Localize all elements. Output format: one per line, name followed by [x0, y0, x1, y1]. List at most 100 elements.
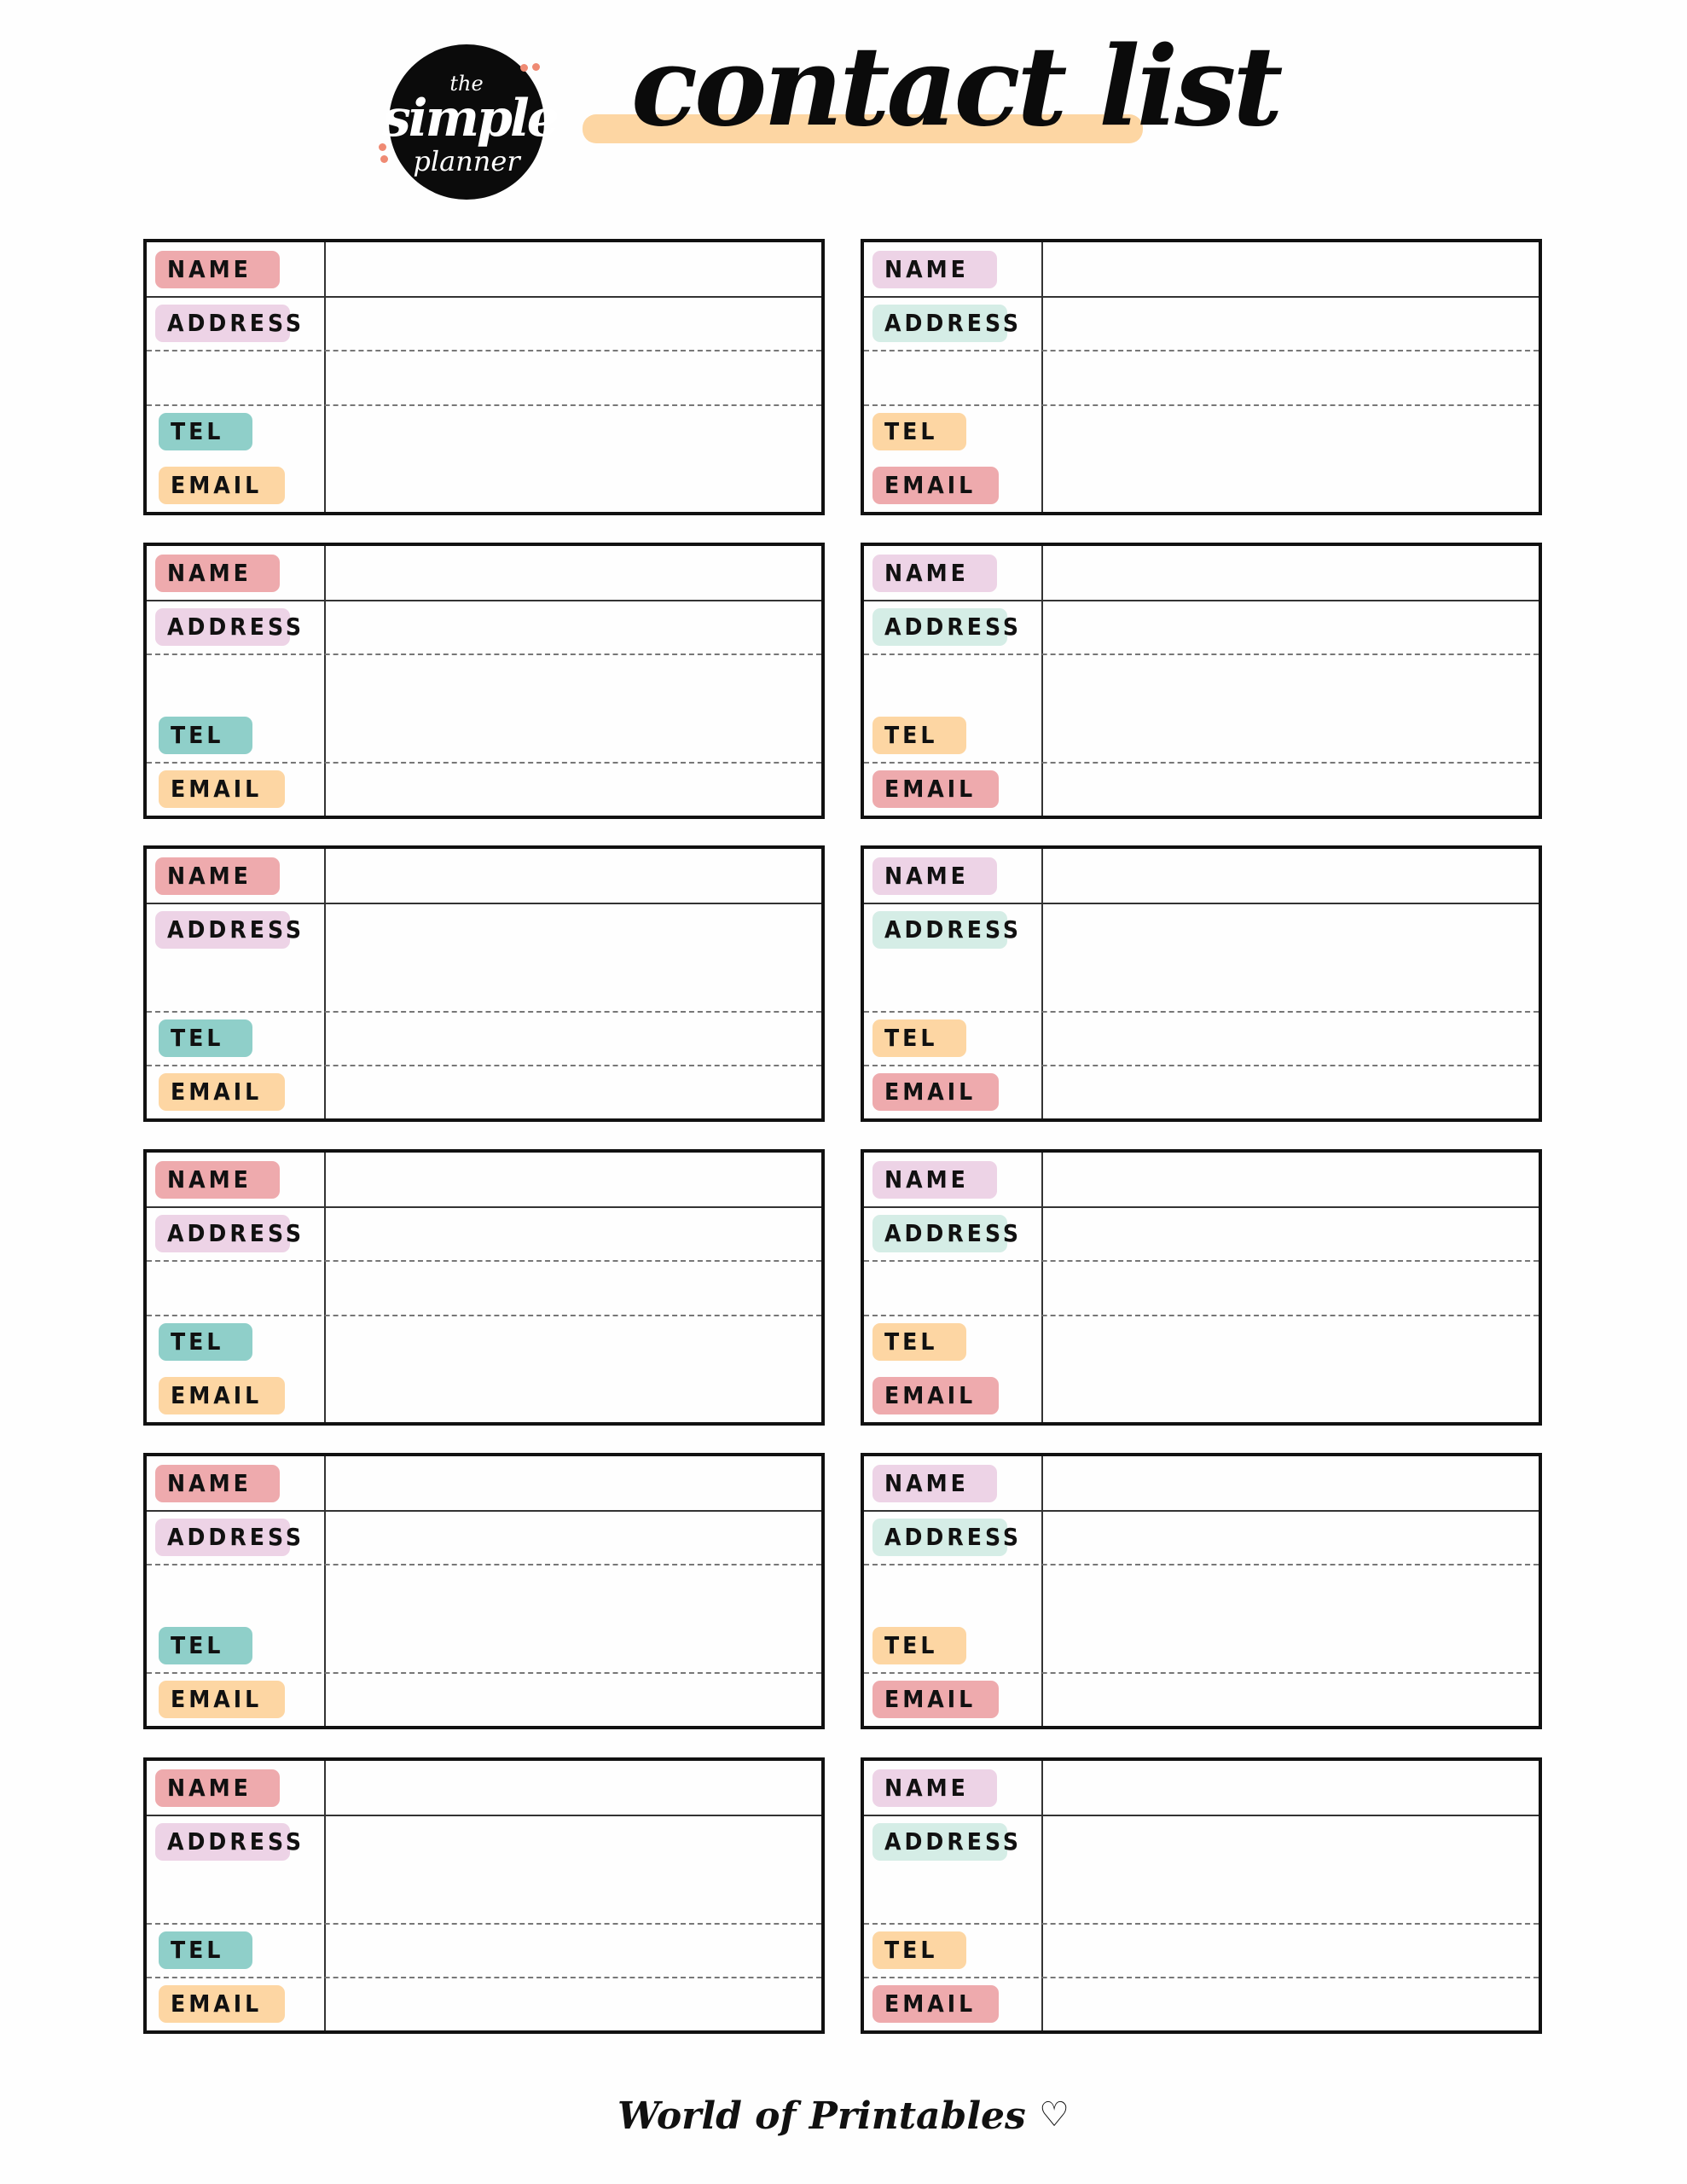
field-name[interactable] — [1045, 547, 1539, 599]
field-name[interactable] — [1045, 243, 1539, 295]
field-email[interactable] — [328, 1673, 821, 1725]
dashed-divider — [147, 1314, 821, 1316]
label-address: ADDRESS — [155, 1823, 301, 1862]
column-divider — [1041, 849, 1043, 1118]
dashed-divider — [864, 1976, 1539, 1978]
field-email[interactable] — [1045, 763, 1539, 815]
row-divider — [147, 600, 821, 602]
label-address: ADDRESS — [872, 305, 1018, 343]
field-email[interactable] — [1045, 1673, 1539, 1725]
label-email: EMAIL — [159, 770, 285, 808]
field-tel[interactable] — [1045, 1924, 1539, 1976]
field-address[interactable] — [328, 1815, 821, 1867]
contact-card: NAME ADDRESS TEL EMAIL — [861, 845, 1542, 1122]
field-email[interactable] — [328, 1066, 821, 1118]
field-email[interactable] — [1045, 1978, 1539, 2030]
dashed-divider — [864, 1260, 1539, 1263]
dashed-divider — [147, 1922, 821, 1925]
field-address[interactable] — [328, 1207, 821, 1259]
label-tel: TEL — [872, 1019, 966, 1057]
contact-card: NAME ADDRESS TEL EMAIL — [143, 543, 825, 819]
label-email: EMAIL — [872, 1376, 999, 1414]
field-name[interactable] — [1045, 1153, 1539, 1205]
field-tel[interactable] — [1045, 1619, 1539, 1671]
field-tel[interactable] — [1045, 1316, 1539, 1368]
label-address: ADDRESS — [155, 911, 301, 950]
row-divider — [864, 903, 1539, 905]
field-address[interactable] — [1045, 1815, 1539, 1867]
dashed-divider — [864, 1314, 1539, 1316]
field-address[interactable] — [1045, 903, 1539, 956]
field-name[interactable] — [1045, 1457, 1539, 1509]
label-tel: TEL — [872, 1931, 966, 1969]
label-address: ADDRESS — [155, 305, 301, 343]
dashed-divider — [147, 350, 821, 352]
contact-card: NAME ADDRESS TEL EMAIL — [143, 1453, 825, 1729]
field-email[interactable] — [1045, 1066, 1539, 1118]
dashed-divider — [147, 761, 821, 764]
field-email[interactable] — [1045, 459, 1539, 511]
field-address[interactable] — [1045, 1511, 1539, 1563]
label-name: NAME — [872, 857, 997, 895]
label-email: EMAIL — [159, 1680, 285, 1718]
row-divider — [864, 296, 1539, 299]
field-tel[interactable] — [1045, 709, 1539, 761]
field-tel[interactable] — [328, 405, 821, 457]
column-divider — [1041, 546, 1043, 816]
field-email[interactable] — [328, 1369, 821, 1421]
field-email[interactable] — [1045, 1369, 1539, 1421]
dashed-divider — [864, 350, 1539, 352]
field-name[interactable] — [328, 1762, 821, 1814]
label-name: NAME — [155, 857, 280, 895]
field-email[interactable] — [328, 459, 821, 511]
contact-card: NAME ADDRESS TEL EMAIL — [143, 845, 825, 1122]
field-tel[interactable] — [328, 709, 821, 761]
field-address[interactable] — [328, 903, 821, 956]
label-email: EMAIL — [159, 1072, 285, 1111]
label-name: NAME — [872, 555, 997, 592]
field-address[interactable] — [328, 297, 821, 349]
field-tel[interactable] — [1045, 1012, 1539, 1064]
column-divider — [1041, 242, 1043, 512]
field-name[interactable] — [328, 1457, 821, 1509]
field-name[interactable] — [328, 850, 821, 902]
field-tel[interactable] — [328, 1316, 821, 1368]
label-email: EMAIL — [872, 1984, 999, 2023]
decor-dot — [380, 155, 388, 163]
label-email: EMAIL — [872, 466, 999, 504]
dashed-divider — [864, 1671, 1539, 1674]
column-divider — [324, 849, 326, 1118]
label-address: ADDRESS — [155, 1519, 301, 1557]
field-address[interactable] — [328, 601, 821, 653]
field-name[interactable] — [328, 1153, 821, 1205]
field-address[interactable] — [1045, 297, 1539, 349]
row-divider — [147, 1815, 821, 1817]
column-divider — [324, 242, 326, 512]
row-divider — [147, 1206, 821, 1209]
field-address[interactable] — [328, 1511, 821, 1563]
contact-card: NAME ADDRESS TEL EMAIL — [143, 239, 825, 515]
field-name[interactable] — [328, 547, 821, 599]
field-address[interactable] — [1045, 1207, 1539, 1259]
dashed-divider — [147, 1564, 821, 1566]
label-name: NAME — [155, 251, 280, 288]
field-tel[interactable] — [328, 1012, 821, 1064]
dashed-divider — [147, 1671, 821, 1674]
field-name[interactable] — [328, 243, 821, 295]
dashed-divider — [864, 761, 1539, 764]
dashed-divider — [147, 404, 821, 406]
field-tel[interactable] — [1045, 405, 1539, 457]
field-name[interactable] — [1045, 1762, 1539, 1814]
row-divider — [147, 296, 821, 299]
label-address: ADDRESS — [872, 1823, 1018, 1862]
field-email[interactable] — [328, 1978, 821, 2030]
label-name: NAME — [872, 1769, 997, 1807]
column-divider — [1041, 1761, 1043, 2030]
field-tel[interactable] — [328, 1924, 821, 1976]
field-email[interactable] — [328, 763, 821, 815]
field-name[interactable] — [1045, 850, 1539, 902]
logo-text-simple: simple — [382, 89, 559, 148]
title-highlight — [583, 114, 1143, 143]
field-address[interactable] — [1045, 601, 1539, 653]
field-tel[interactable] — [328, 1619, 821, 1671]
